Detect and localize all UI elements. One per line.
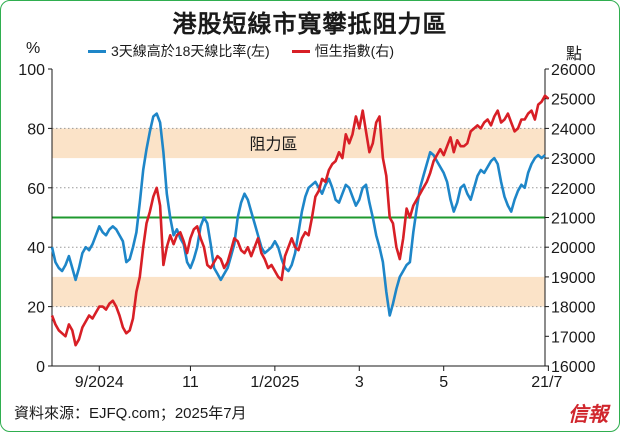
right-tick-label: 17000 bbox=[551, 329, 596, 346]
left-tick-label: 60 bbox=[27, 181, 45, 198]
x-tick-label: 3 bbox=[355, 374, 364, 391]
resistance-band-1 bbox=[52, 276, 545, 307]
legend-swatch-breadth bbox=[88, 49, 106, 53]
x-tick-label: 21/7 bbox=[531, 374, 562, 391]
source-note: 資料來源：EJFQ.com；2025年7月 bbox=[14, 405, 247, 422]
left-axis-unit: % bbox=[26, 40, 41, 57]
right-axis-unit: 點 bbox=[566, 46, 583, 63]
x-tick-label: 9/2024 bbox=[75, 374, 124, 391]
legend-label-hsi: 恒生指數(右) bbox=[314, 43, 395, 59]
series-line-breadth bbox=[50, 112, 546, 317]
right-tick-label: 23000 bbox=[551, 151, 596, 168]
right-tick-label: 21000 bbox=[551, 211, 596, 228]
right-tick-label: 26000 bbox=[551, 62, 596, 79]
left-tick-label: 100 bbox=[18, 62, 45, 79]
series-line-hsi bbox=[50, 94, 550, 347]
legend-item-breadth: 3天線高於18天線比率(左) bbox=[88, 41, 270, 61]
band-label: 阻力區 bbox=[249, 135, 297, 153]
x-tick-label: 5 bbox=[439, 374, 448, 391]
x-tick-label: 11 bbox=[182, 374, 199, 391]
legend-swatch-hsi bbox=[291, 49, 310, 53]
chart-title: 港股短線市寬攀抵阻力區 bbox=[172, 11, 448, 38]
right-tick-label: 25000 bbox=[551, 92, 596, 109]
legend-label-breadth: 3天線高於18天線比率(左) bbox=[111, 43, 270, 59]
left-tick-label: 40 bbox=[27, 240, 45, 257]
legend: 3天線高於18天線比率(左) 恒生指數(右) bbox=[88, 41, 416, 61]
legend-item-hsi: 恒生指數(右) bbox=[291, 41, 395, 61]
left-tick-label: 0 bbox=[36, 359, 45, 376]
right-tick-label: 24000 bbox=[551, 121, 596, 138]
left-tick-label: 20 bbox=[27, 300, 45, 317]
right-tick-label: 16000 bbox=[551, 359, 596, 376]
right-tick-label: 18000 bbox=[551, 300, 596, 317]
right-tick-label: 19000 bbox=[551, 270, 596, 287]
x-tick-label: 1/2025 bbox=[250, 374, 299, 391]
right-tick-label: 20000 bbox=[551, 240, 596, 257]
right-tick-label: 22000 bbox=[551, 181, 596, 198]
publisher-logo: 信報 bbox=[568, 402, 608, 426]
left-tick-label: 80 bbox=[27, 121, 45, 138]
resistance-band-0 bbox=[52, 128, 545, 159]
